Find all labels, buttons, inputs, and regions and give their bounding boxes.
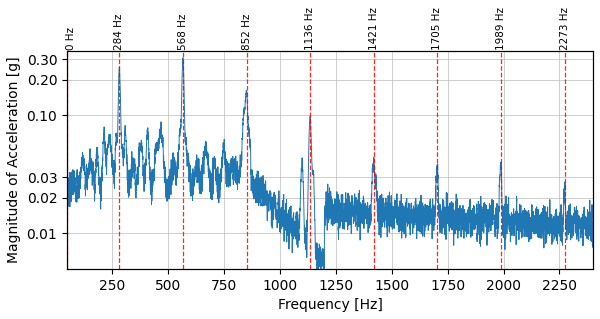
X-axis label: Frequency [Hz]: Frequency [Hz] xyxy=(278,298,382,312)
Y-axis label: Magnitude of Acceleration [g]: Magnitude of Acceleration [g] xyxy=(7,57,21,263)
